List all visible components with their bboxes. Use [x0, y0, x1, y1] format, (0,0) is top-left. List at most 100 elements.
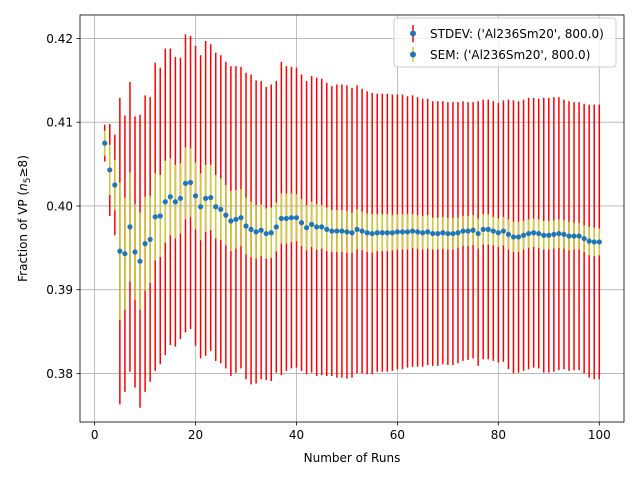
mean-marker: [490, 228, 496, 234]
mean-marker: [102, 140, 108, 146]
y-axis-title: Fraction of VP (n5≥8): [16, 155, 33, 282]
mean-marker: [536, 230, 542, 237]
axis-ticks: 0 20 40 60 80 100 0.38 0.39 0.40 0.41 0.42: [46, 32, 610, 442]
mean-marker: [425, 229, 431, 235]
mean-marker: [182, 180, 189, 186]
mean-marker: [415, 229, 421, 235]
mean-marker: [495, 230, 501, 236]
mean-marker: [546, 232, 552, 238]
mean-marker: [576, 233, 582, 239]
mean-marker: [520, 232, 527, 238]
mean-marker: [243, 223, 249, 229]
mean-marker: [369, 230, 375, 237]
mean-marker: [561, 231, 567, 238]
mean-marker: [223, 212, 229, 218]
mean-marker: [339, 228, 345, 234]
legend-sem-label: SEM: ('Al236Sm20', 800.0): [430, 48, 590, 62]
mean-marker: [329, 228, 335, 234]
mean-marker: [309, 221, 315, 227]
mean-marker: [596, 239, 602, 245]
mean-marker: [440, 230, 446, 236]
legend-sem-marker: [410, 51, 416, 58]
mean-marker: [162, 199, 168, 205]
mean-marker: [571, 233, 577, 239]
mean-marker: [172, 199, 178, 205]
x-tick-label: 0: [91, 428, 99, 442]
mean-marker: [566, 233, 572, 239]
x-axis-title: Number of Runs: [304, 451, 401, 465]
mean-marker: [208, 194, 214, 201]
y-tick-label: 0.40: [46, 199, 73, 213]
mean-marker: [379, 230, 385, 236]
x-tick-label: 20: [188, 428, 203, 442]
mean-marker: [248, 226, 254, 232]
y-axis-title-math-sub: 5: [23, 177, 33, 183]
mean-marker: [430, 230, 436, 237]
mean-marker: [258, 227, 264, 233]
mean-marker: [586, 238, 592, 244]
mean-marker: [581, 235, 587, 242]
legend-entry-stdev: STDEV: ('Al236Sm20', 800.0): [410, 25, 604, 42]
legend-stdev-label: STDEV: ('Al236Sm20', 800.0): [430, 27, 604, 41]
mean-marker: [167, 194, 173, 200]
legend: STDEV: ('Al236Sm20', 800.0) SEM: ('Al236…: [393, 17, 617, 68]
mean-marker: [409, 228, 416, 234]
mean-marker: [465, 228, 471, 234]
mean-marker: [349, 230, 355, 236]
mean-marker: [238, 215, 244, 221]
mean-marker: [475, 230, 481, 237]
mean-marker: [293, 215, 300, 221]
axes-frame: [79, 14, 625, 423]
mean-marker: [117, 248, 123, 254]
mean-marker: [515, 234, 522, 240]
mean-marker: [132, 249, 138, 255]
mean-marker: [218, 206, 224, 212]
mean-marker: [510, 234, 517, 240]
x-tick-label: 60: [390, 428, 405, 442]
mean-marker: [253, 229, 259, 235]
mean-marker: [354, 226, 360, 232]
y-axis-title-prefix: Fraction of VP (: [16, 191, 30, 282]
mean-marker: [324, 226, 330, 232]
mean-marker: [177, 195, 184, 202]
mean-marker: [263, 230, 269, 237]
mean-marker: [147, 236, 153, 243]
mean-marker: [319, 224, 325, 230]
y-tick-label: 0.39: [46, 283, 73, 297]
mean-marker: [500, 228, 506, 234]
mean-marker: [470, 227, 476, 233]
mean-marker: [112, 182, 118, 188]
mean-marker: [435, 230, 441, 237]
mean-marker: [505, 231, 512, 238]
mean-marker: [152, 214, 158, 220]
y-tick-label: 0.42: [46, 32, 73, 46]
mean-marker: [359, 228, 365, 234]
mean-marker: [485, 226, 491, 232]
mean-markers: [102, 140, 602, 264]
mean-marker: [404, 229, 411, 235]
mean-marker: [334, 228, 340, 234]
mean-marker: [273, 224, 279, 230]
x-tick-label: 80: [491, 428, 506, 442]
mean-marker: [420, 230, 426, 236]
y-axis-title-suffix: ≥8): [16, 155, 30, 177]
y-tick-label: 0.41: [46, 116, 73, 130]
mean-marker: [314, 224, 320, 230]
mean-marker: [541, 232, 547, 238]
mean-marker: [344, 229, 350, 235]
mean-marker: [450, 230, 456, 237]
mean-marker: [233, 216, 239, 222]
mean-marker: [228, 218, 234, 224]
mean-marker: [278, 215, 284, 222]
mean-marker: [142, 241, 148, 247]
mean-marker: [480, 226, 486, 232]
mean-marker: [445, 230, 451, 237]
mean-marker: [460, 228, 466, 234]
mean-marker: [531, 230, 537, 236]
legend-stdev-marker: [410, 30, 416, 37]
mean-marker: [157, 213, 163, 219]
mean-marker: [399, 229, 406, 235]
mean-marker: [591, 239, 597, 245]
